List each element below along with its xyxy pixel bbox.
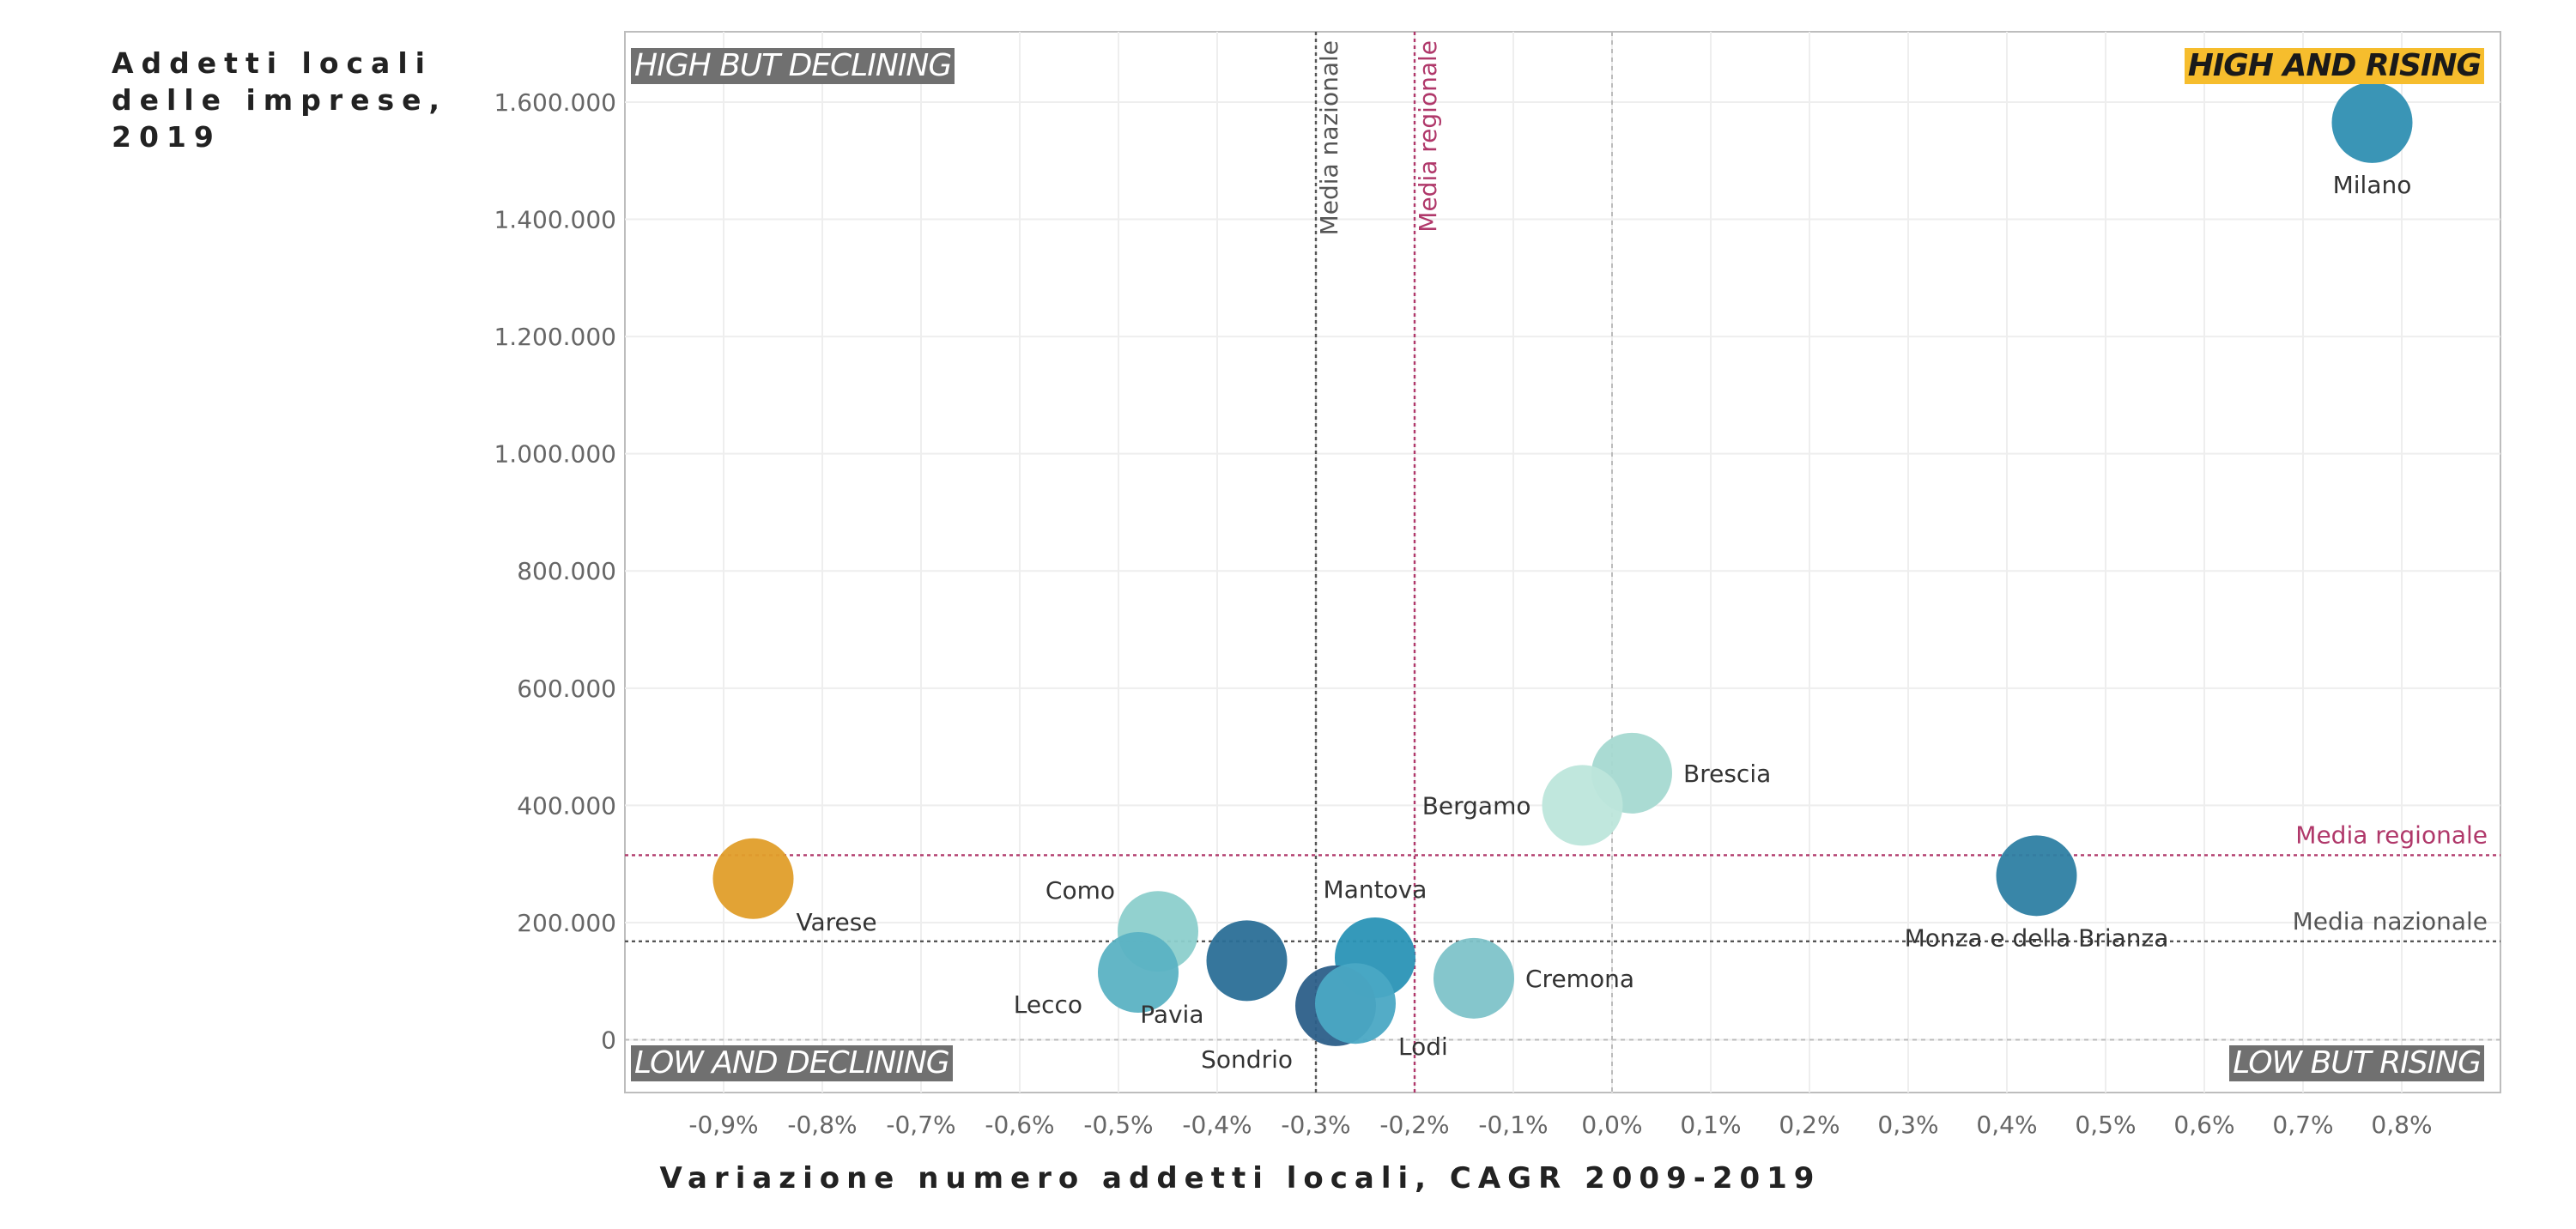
plot-area — [624, 31, 2501, 1093]
quadrant-label-bottom-right: LOW BUT RISING — [2229, 1045, 2484, 1081]
x-tick-label: 0,1% — [1680, 1111, 1741, 1139]
data-point — [2331, 82, 2413, 163]
data-point-label: Lodi — [1398, 1032, 1448, 1061]
data-point-label: Cremona — [1525, 965, 1634, 993]
y-tick-label: 200.000 — [517, 909, 616, 937]
data-point-label: Brescia — [1683, 760, 1771, 788]
reference-line-label: Media nazionale — [1315, 40, 1343, 235]
x-tick-label: -0,3% — [1281, 1111, 1350, 1139]
x-tick-label: 0,7% — [2272, 1111, 2333, 1139]
y-tick-label: 600.000 — [517, 675, 616, 703]
reference-line-label: Media regionale — [2295, 820, 2488, 849]
y-tick-label: 0 — [601, 1026, 616, 1055]
x-tick-label: -0,6% — [985, 1111, 1054, 1139]
data-point — [712, 838, 794, 919]
quadrant-label-top-left: HIGH BUT DECLINING — [631, 48, 955, 84]
data-point — [1206, 920, 1288, 1002]
reference-line-label: Media regionale — [1414, 40, 1442, 233]
x-tick-label: -0,8% — [787, 1111, 857, 1139]
x-axis-title: Variazione numero addetti locali, CAGR 2… — [659, 1161, 1821, 1196]
data-point — [1098, 932, 1179, 1014]
y-tick-label: 400.000 — [517, 791, 616, 820]
y-tick-label: 800.000 — [517, 557, 616, 585]
data-point-label: Varese — [797, 908, 877, 936]
data-point — [1433, 937, 1514, 1019]
y-tick-label: 1.000.000 — [494, 440, 616, 469]
data-point-label: Sondrio — [1201, 1045, 1293, 1074]
reference-line-label: Media nazionale — [2293, 907, 2488, 935]
x-tick-label: 0,2% — [1779, 1111, 1840, 1139]
y-tick-label: 1.600.000 — [494, 88, 616, 117]
x-tick-label: 0,4% — [1976, 1111, 2037, 1139]
x-tick-label: -0,7% — [886, 1111, 955, 1139]
data-point — [1315, 963, 1396, 1044]
y-tick-label: 1.200.000 — [494, 323, 616, 351]
x-tick-label: -0,2% — [1379, 1111, 1449, 1139]
data-point-label: Lecco — [1014, 990, 1082, 1019]
data-point — [1996, 835, 2077, 917]
data-point-label: Bergamo — [1422, 791, 1531, 820]
y-tick-label: 1.400.000 — [494, 206, 616, 234]
x-tick-label: 0,8% — [2371, 1111, 2432, 1139]
x-tick-label: 0,3% — [1877, 1111, 1938, 1139]
data-point-label: Pavia — [1140, 1000, 1203, 1028]
x-tick-label: -0,4% — [1182, 1111, 1252, 1139]
x-tick-label: -0,5% — [1083, 1111, 1153, 1139]
data-point-label: Mantova — [1324, 875, 1427, 904]
x-tick-label: 0,0% — [1581, 1111, 1642, 1139]
data-point-label: Milano — [2333, 171, 2412, 199]
quadrant-label-bottom-left: LOW AND DECLINING — [631, 1045, 953, 1081]
x-tick-label: -0,1% — [1478, 1111, 1548, 1139]
x-tick-label: -0,9% — [688, 1111, 758, 1139]
data-point — [1542, 765, 1623, 846]
x-tick-label: 0,5% — [2075, 1111, 2136, 1139]
y-axis-title: Addetti locali delle imprese, 2019 — [112, 46, 448, 154]
x-tick-label: 0,6% — [2173, 1111, 2234, 1139]
data-point-label: Como — [1046, 876, 1115, 905]
quadrant-label-top-right: HIGH AND RISING — [2184, 48, 2484, 84]
data-point-label: Monza e della Brianza — [1905, 923, 2169, 952]
